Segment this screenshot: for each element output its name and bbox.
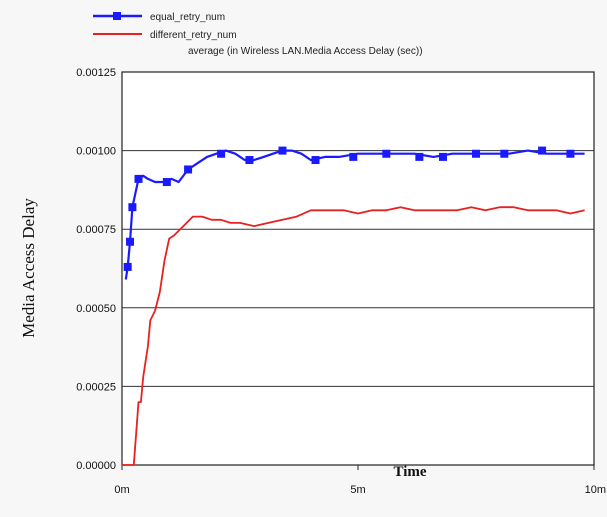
y-axis-label: Media Access Delay <box>19 198 38 338</box>
data-point-equal-retry-num-5 <box>184 165 193 174</box>
chart-title: average (in Wireless LAN.Media Access De… <box>188 46 423 57</box>
y-tick-label-5: 0.00125 <box>76 67 116 79</box>
legend-label-different-retry-num: different_retry_num <box>150 30 237 41</box>
data-point-equal-retry-num-12 <box>415 152 424 161</box>
data-point-equal-retry-num-8 <box>278 146 287 155</box>
x-tick-label-0: 0m <box>114 484 129 496</box>
data-point-equal-retry-num-4 <box>162 178 171 187</box>
grid-lines <box>122 150 594 387</box>
x-axis-ticks: 0m 5m 10m <box>114 465 606 496</box>
y-tick-label-2: 0.00050 <box>76 303 116 315</box>
x-tick-label-1: 5m <box>350 484 365 496</box>
plot-area <box>121 71 595 466</box>
series-line-different-retry-num <box>122 206 585 466</box>
data-point-equal-retry-num-11 <box>382 149 391 158</box>
data-point-equal-retry-num-3 <box>134 174 143 183</box>
y-tick-label-4: 0.00100 <box>76 146 116 158</box>
data-point-equal-retry-num-7 <box>245 156 254 165</box>
x-tick-label-2: 10m <box>585 484 606 496</box>
data-point-equal-retry-num-17 <box>566 149 575 158</box>
y-axis-ticks: 0.00000 0.00025 0.00050 0.00075 0.00100 0.001… <box>76 67 116 472</box>
data-point-equal-retry-num-6 <box>217 149 226 158</box>
data-point-equal-retry-num-14 <box>472 149 480 158</box>
y-tick-label-1: 0.00025 <box>76 381 116 393</box>
data-point-equal-retry-num-13 <box>438 152 447 161</box>
x-axis-label: Time <box>393 464 426 480</box>
data-point-equal-retry-num-10 <box>349 152 358 161</box>
data-point-equal-retry-num-0 <box>123 262 132 271</box>
legend-label-equal-retry-num: equal_retry_num <box>150 12 225 23</box>
y-tick-label-3: 0.00075 <box>76 224 116 236</box>
data-point-equal-retry-num-9 <box>311 156 320 165</box>
data-point-equal-retry-num-1 <box>126 237 135 246</box>
series-layer <box>122 146 585 466</box>
data-point-equal-retry-num-2 <box>128 203 137 212</box>
series-line-equal-retry-num <box>124 149 585 280</box>
y-tick-label-0: 0.00000 <box>76 460 116 472</box>
legend-marker-equal-retry-num <box>113 12 121 20</box>
data-point-equal-retry-num-15 <box>500 149 509 158</box>
legend: equal_retry_num different_retry_num <box>93 12 237 41</box>
data-point-equal-retry-num-16 <box>538 146 547 155</box>
